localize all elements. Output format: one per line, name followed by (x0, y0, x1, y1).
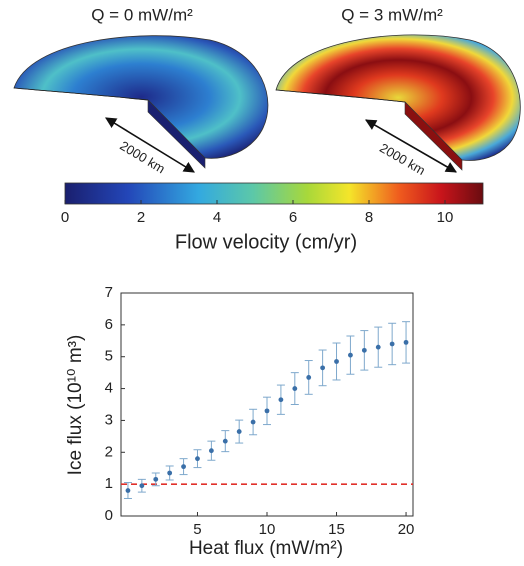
data-point (153, 476, 159, 482)
x-tick-label: 5 (193, 521, 201, 538)
data-point (181, 464, 186, 470)
colorbar-tick-label: 0 (61, 209, 69, 226)
data-point (222, 438, 228, 444)
y-tick-label: 5 (105, 348, 113, 365)
data-point (264, 408, 270, 414)
y-tick-label: 1 (105, 475, 113, 492)
y-tick-label: 4 (105, 380, 113, 397)
y-tick-label: 0 (105, 507, 113, 524)
data-point (320, 365, 326, 371)
data-point (208, 448, 214, 454)
scale-arrow (105, 117, 195, 173)
data-point (403, 339, 409, 345)
data-point (375, 344, 381, 350)
x-axis-label: Heat flux (mW/m²) (189, 538, 343, 559)
colorbar-tick-label: 10 (437, 209, 454, 226)
y-tick-label: 3 (105, 411, 113, 428)
data-point (292, 386, 298, 391)
y-tick-label: 6 (105, 316, 113, 333)
data-point (125, 488, 131, 493)
data-point (278, 397, 284, 403)
colorbar-tick-label: 2 (137, 209, 145, 226)
scale-label: 2000 km (377, 140, 428, 178)
x-tick-label: 20 (398, 521, 415, 538)
data-point (334, 359, 339, 364)
colorbar (64, 182, 484, 205)
colorbar-label: Flow velocity (cm/yr) (175, 231, 357, 253)
y-axis-label: Ice flux (10¹⁰ m³) (65, 335, 86, 476)
scale-label: 2000 km (117, 138, 167, 177)
colorbar-tick-label: 4 (213, 209, 221, 226)
y-tick-label: 7 (105, 284, 113, 301)
data-point (306, 375, 312, 380)
data-point (139, 483, 145, 489)
data-point (348, 352, 353, 358)
x-tick-label: 15 (328, 521, 345, 538)
panel-title: Q = 3 mW/m² (341, 5, 443, 24)
scale-arrow (365, 119, 457, 173)
data-point (250, 419, 256, 425)
data-point (236, 429, 242, 434)
colorbar-tick-label: 8 (365, 209, 373, 226)
data-point (167, 470, 173, 476)
data-point (195, 456, 200, 462)
x-tick-label: 10 (259, 521, 276, 538)
data-point (361, 347, 367, 353)
y-tick-label: 2 (105, 443, 113, 460)
data-point (389, 341, 395, 347)
panel-title: Q = 0 mW/m² (91, 5, 193, 24)
colorbar-tick-label: 6 (289, 209, 297, 226)
